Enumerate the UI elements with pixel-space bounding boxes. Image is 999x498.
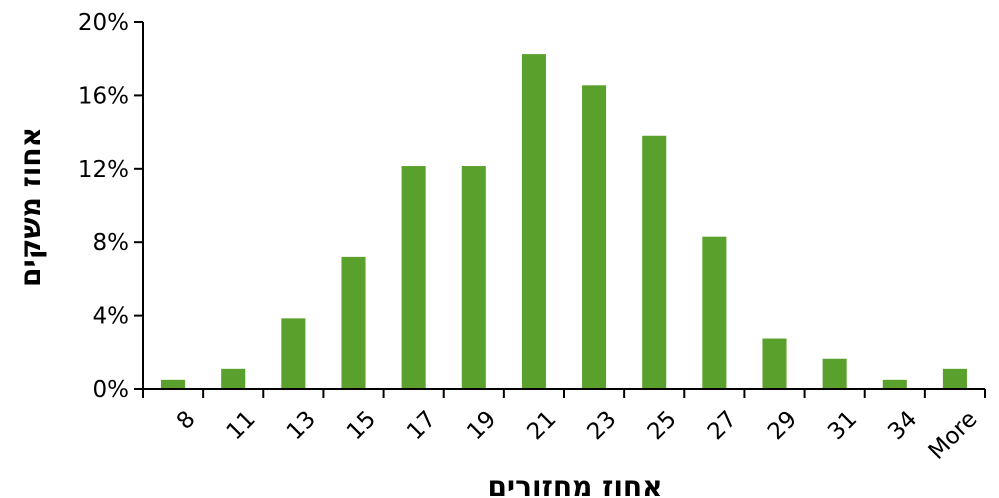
- bar-34: [882, 379, 907, 389]
- bars: [161, 54, 967, 390]
- bar-29: [762, 338, 787, 389]
- bar-17: [401, 166, 426, 389]
- y-tick-label: 12%: [78, 157, 129, 183]
- x-tick-label: 31: [823, 406, 862, 445]
- x-tick-label: 15: [342, 406, 381, 445]
- bar-more: [942, 368, 967, 389]
- x-tick-label: 23: [583, 406, 622, 445]
- bar-23: [582, 85, 607, 390]
- bar-21: [521, 54, 546, 390]
- y-tick-label: 4%: [93, 304, 130, 330]
- x-tick-label: 25: [643, 406, 682, 445]
- x-axis-ticks: 8 11 13 15 17 19 21 23 25 27 29 31 34 More: [142, 389, 986, 465]
- x-tick-label: 27: [703, 406, 742, 445]
- y-axis-ticks: 0% 4% 8% 12% 16% 20%: [78, 10, 143, 403]
- bar-27: [702, 236, 727, 389]
- x-tick-label: 8: [172, 406, 201, 435]
- x-tick-label: 29: [763, 406, 802, 445]
- x-tick-label: 34: [883, 406, 922, 445]
- bar-15: [341, 256, 366, 389]
- y-axis-title: אחוז משקים: [14, 127, 47, 287]
- x-axis-title: אחוז מחזורים: [487, 470, 662, 498]
- x-tick-label: 21: [522, 406, 561, 445]
- y-tick-label: 20%: [78, 10, 129, 36]
- y-tick-label: 0%: [93, 377, 130, 403]
- x-tick-label: 11: [222, 406, 261, 445]
- y-tick-label: 8%: [93, 230, 130, 256]
- x-tick-label: More: [924, 406, 983, 465]
- bar-8: [161, 379, 186, 389]
- bar-25: [642, 135, 667, 389]
- bar-19: [461, 166, 486, 389]
- bar-11: [221, 368, 246, 389]
- x-tick-label: 17: [402, 406, 441, 445]
- y-tick-label: 16%: [78, 83, 129, 109]
- bar-13: [281, 318, 306, 389]
- x-tick-label: 19: [462, 406, 501, 445]
- x-tick-label: 13: [282, 406, 321, 445]
- bar-31: [822, 358, 847, 389]
